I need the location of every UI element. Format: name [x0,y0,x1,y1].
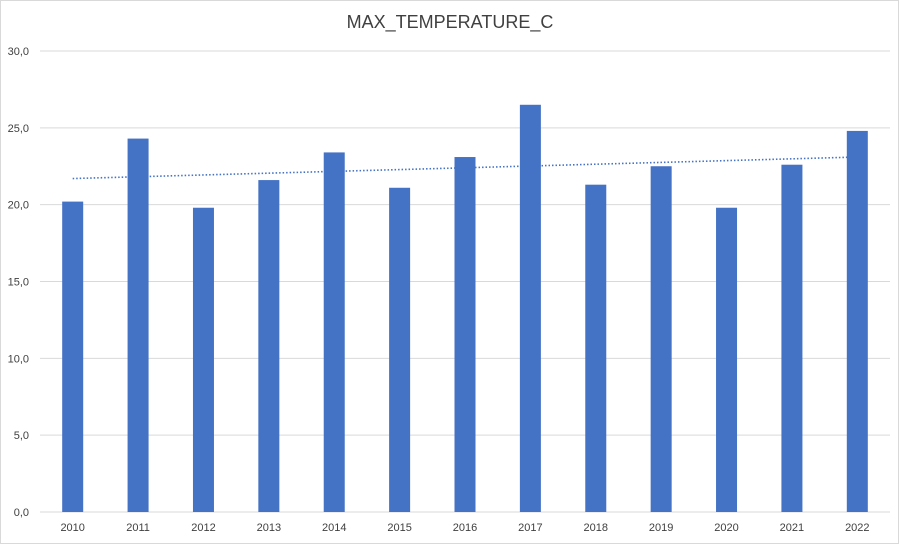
x-tick-label: 2020 [714,522,738,534]
x-tick-label: 2015 [387,522,411,534]
bar-2011 [127,138,149,512]
y-tick-label: 25,0 [8,123,29,135]
y-tick-label: 30,0 [8,46,29,58]
x-tick-label: 2012 [191,522,215,534]
x-tick-label: 2022 [845,522,869,534]
y-axis-ticks: 0,0 5,0 10,0 15,0 20,0 25,0 30,0 [8,46,29,519]
bar-2015 [389,187,411,512]
trendline-group [72,156,858,180]
bar-2018 [585,184,607,512]
bar-2021 [781,164,803,513]
trendline [72,156,858,180]
bar-2014 [323,152,345,513]
x-tick-label: 2021 [780,522,804,534]
bar-2016 [454,157,476,512]
x-tick-label: 2017 [518,522,542,534]
bar-2013 [258,180,280,512]
bar-2012 [192,207,214,513]
bar-2022 [846,130,868,512]
x-tick-label: 2016 [453,522,477,534]
x-tick-label: 2019 [649,522,673,534]
x-tick-label: 2018 [584,522,608,534]
y-tick-label: 10,0 [8,353,29,365]
bar-2017 [519,104,541,513]
x-tick-label: 2013 [257,522,281,534]
y-tick-label: 20,0 [8,200,29,212]
x-axis-ticks: 2010 2011 2012 2013 2014 2015 2016 2017 2018 2019… [60,522,869,534]
y-tick-label: 5,0 [14,430,29,442]
x-tick-label: 2014 [322,522,346,534]
bar-2020 [716,207,738,513]
y-tick-label: 15,0 [8,277,29,289]
y-tick-label: 0,0 [14,507,29,519]
x-tick-label: 2011 [126,522,150,534]
x-tick-label: 2010 [60,522,84,534]
bar-2019 [650,166,672,512]
chart-title: MAX_TEMPERATURE_C [346,12,554,32]
bar-2010 [62,201,84,513]
bars [62,104,868,513]
